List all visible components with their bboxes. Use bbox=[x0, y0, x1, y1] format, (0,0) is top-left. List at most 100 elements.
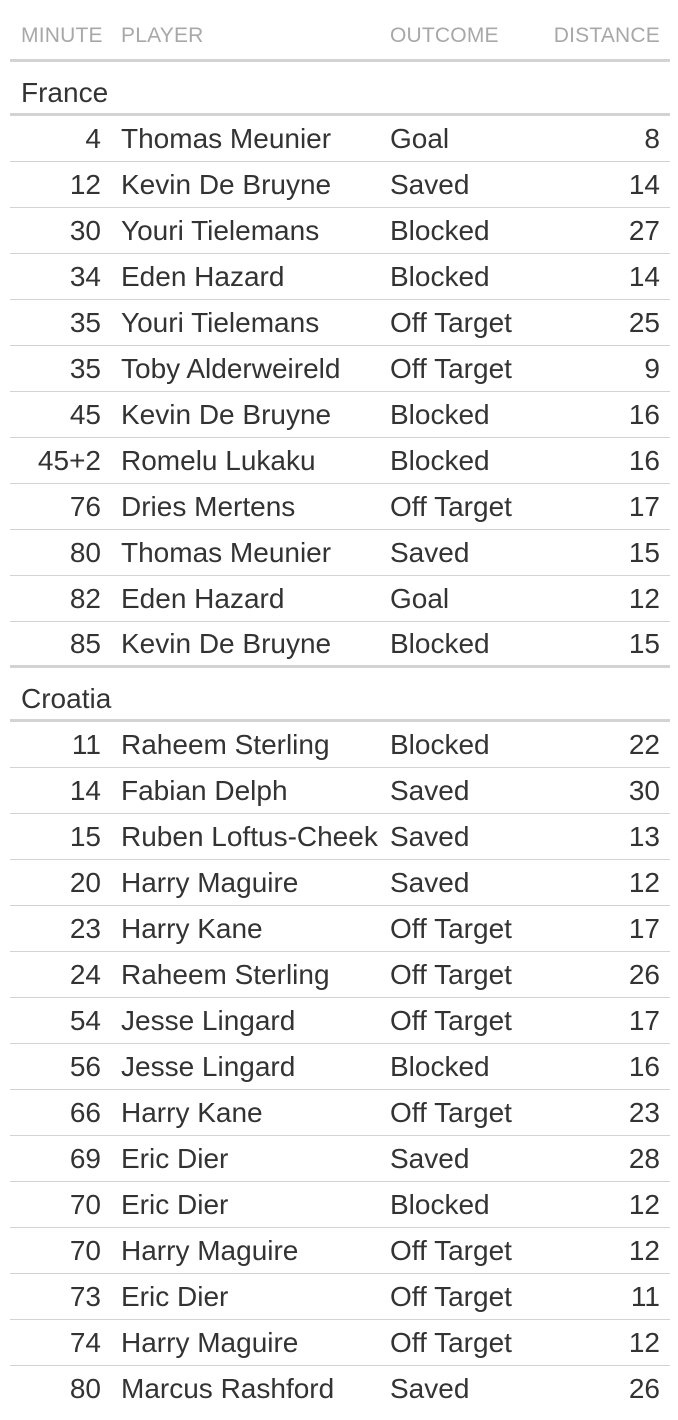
cell-distance: 14 bbox=[628, 260, 660, 292]
cell-outcome: Off Target bbox=[390, 490, 512, 522]
cell-outcome: Blocked bbox=[390, 728, 490, 760]
cell-outcome: Blocked bbox=[390, 1188, 490, 1220]
cell-player: Romelu Lukaku bbox=[121, 444, 316, 476]
cell-outcome: Off Target bbox=[390, 1234, 512, 1266]
cell-player: Harry Maguire bbox=[121, 1234, 299, 1266]
column-header-minute: MINUTE bbox=[21, 23, 103, 47]
table-row: 70 Harry Maguire Off Target 12 bbox=[10, 1228, 670, 1274]
cell-player: Harry Maguire bbox=[121, 1326, 299, 1358]
cell-distance: 15 bbox=[628, 536, 660, 568]
cell-minute: 69 bbox=[69, 1142, 101, 1174]
cell-player: Toby Alderweireld bbox=[121, 352, 341, 384]
cell-player: Thomas Meunier bbox=[121, 536, 332, 568]
table-row: 15 Ruben Loftus-Cheek Saved 13 bbox=[10, 814, 670, 860]
cell-minute: 74 bbox=[69, 1326, 101, 1358]
table-row: 56 Jesse Lingard Blocked 16 bbox=[10, 1044, 670, 1090]
cell-outcome: Off Target bbox=[390, 912, 512, 944]
cell-outcome: Off Target bbox=[390, 306, 512, 338]
cell-minute: 56 bbox=[69, 1050, 101, 1082]
cell-outcome: Saved bbox=[390, 774, 470, 806]
cell-player: Ruben Loftus-Cheek bbox=[121, 820, 378, 852]
cell-minute: 85 bbox=[69, 627, 101, 659]
cell-player: Youri Tielemans bbox=[121, 306, 320, 338]
cell-distance: 16 bbox=[628, 444, 660, 476]
cell-minute: 80 bbox=[69, 1373, 101, 1404]
table-row: 23 Harry Kane Off Target 17 bbox=[10, 906, 670, 952]
cell-minute: 35 bbox=[69, 352, 101, 384]
cell-distance: 26 bbox=[628, 1373, 660, 1404]
cell-distance: 30 bbox=[628, 774, 660, 806]
cell-minute: 45 bbox=[69, 398, 101, 430]
cell-distance: 23 bbox=[628, 1096, 660, 1128]
table-row: 30 Youri Tielemans Blocked 27 bbox=[10, 208, 670, 254]
group-header-croatia: Croatia bbox=[10, 668, 670, 722]
cell-distance: 12 bbox=[628, 1188, 660, 1220]
group-header-france: France bbox=[10, 62, 670, 116]
cell-outcome: Off Target bbox=[390, 1326, 512, 1358]
table-row: 12 Kevin De Bruyne Saved 14 bbox=[10, 162, 670, 208]
cell-minute: 70 bbox=[69, 1234, 101, 1266]
table-row: 14 Fabian Delph Saved 30 bbox=[10, 768, 670, 814]
cell-player: Jesse Lingard bbox=[121, 1004, 296, 1036]
cell-player: Harry Kane bbox=[121, 912, 263, 944]
cell-distance: 14 bbox=[628, 168, 660, 200]
cell-distance: 12 bbox=[628, 1326, 660, 1358]
cell-player: Fabian Delph bbox=[121, 774, 288, 806]
cell-outcome: Saved bbox=[390, 536, 470, 568]
table-row: 66 Harry Kane Off Target 23 bbox=[10, 1090, 670, 1136]
cell-outcome: Off Target bbox=[390, 1096, 512, 1128]
table-row: 34 Eden Hazard Blocked 14 bbox=[10, 254, 670, 300]
cell-outcome: Goal bbox=[390, 582, 450, 614]
cell-minute: 30 bbox=[69, 214, 101, 246]
cell-distance: 15 bbox=[628, 627, 660, 659]
cell-minute: 14 bbox=[69, 774, 101, 806]
cell-player: Youri Tielemans bbox=[121, 214, 320, 246]
table-row: 11 Raheem Sterling Blocked 22 bbox=[10, 722, 670, 768]
column-header-player: PLAYER bbox=[121, 23, 204, 47]
cell-distance: 26 bbox=[628, 958, 660, 990]
column-header-outcome: OUTCOME bbox=[390, 23, 499, 47]
cell-player: Raheem Sterling bbox=[121, 728, 330, 760]
cell-distance: 16 bbox=[628, 398, 660, 430]
cell-distance: 17 bbox=[628, 490, 660, 522]
column-header-distance: DISTANCE bbox=[553, 23, 660, 47]
cell-distance: 16 bbox=[628, 1050, 660, 1082]
table-body: France 4 Thomas Meunier Goal 8 12 Kevin De Bru… bbox=[10, 62, 670, 1412]
table-row: 85 Kevin De Bruyne Blocked 15 bbox=[10, 622, 670, 668]
cell-outcome: Blocked bbox=[390, 398, 490, 430]
table-header: MINUTE PLAYER OUTCOME DISTANCE bbox=[10, 12, 670, 62]
cell-minute: 23 bbox=[69, 912, 101, 944]
cell-outcome: Saved bbox=[390, 866, 470, 898]
cell-player: Thomas Meunier bbox=[121, 122, 332, 154]
cell-minute: 54 bbox=[69, 1004, 101, 1036]
cell-minute: 24 bbox=[69, 958, 101, 990]
table-row: 35 Youri Tielemans Off Target 25 bbox=[10, 300, 670, 346]
shots-table: MINUTE PLAYER OUTCOME DISTANCE France 4 Th… bbox=[10, 12, 670, 1412]
cell-outcome: Blocked bbox=[390, 1050, 490, 1082]
cell-distance: 22 bbox=[628, 728, 660, 760]
cell-distance: 12 bbox=[628, 866, 660, 898]
cell-minute: 12 bbox=[69, 168, 101, 200]
cell-outcome: Blocked bbox=[390, 444, 490, 476]
cell-minute: 45+2 bbox=[37, 444, 101, 476]
cell-outcome: Saved bbox=[390, 168, 470, 200]
cell-minute: 35 bbox=[69, 306, 101, 338]
cell-player: Eric Dier bbox=[121, 1280, 229, 1312]
cell-distance: 12 bbox=[628, 582, 660, 614]
cell-outcome: Blocked bbox=[390, 214, 490, 246]
cell-player: Kevin De Bruyne bbox=[121, 168, 332, 200]
cell-outcome: Off Target bbox=[390, 1004, 512, 1036]
cell-outcome: Off Target bbox=[390, 352, 512, 384]
cell-distance: 8 bbox=[644, 122, 660, 154]
cell-player: Kevin De Bruyne bbox=[121, 398, 332, 430]
cell-minute: 66 bbox=[69, 1096, 101, 1128]
cell-player: Eden Hazard bbox=[121, 582, 285, 614]
table-row: 69 Eric Dier Saved 28 bbox=[10, 1136, 670, 1182]
cell-distance: 27 bbox=[628, 214, 660, 246]
cell-outcome: Off Target bbox=[390, 1280, 512, 1312]
cell-minute: 4 bbox=[85, 122, 101, 154]
cell-player: Raheem Sterling bbox=[121, 958, 330, 990]
cell-minute: 80 bbox=[69, 536, 101, 568]
cell-player: Harry Maguire bbox=[121, 866, 299, 898]
cell-distance: 9 bbox=[644, 352, 660, 384]
